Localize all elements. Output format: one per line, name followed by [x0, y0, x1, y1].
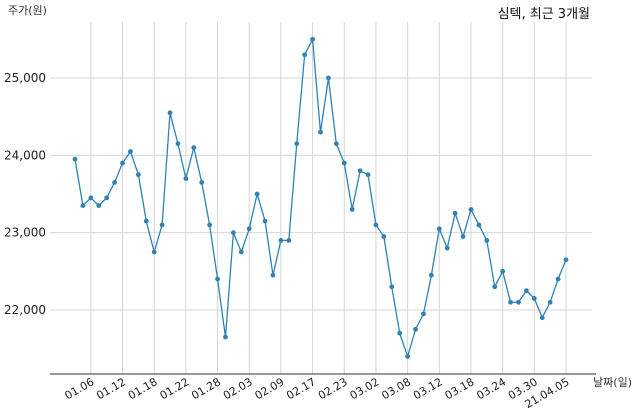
data-point	[531, 296, 537, 301]
data-point	[151, 249, 157, 255]
data-point	[405, 354, 411, 359]
data-point	[254, 191, 260, 197]
data-point	[80, 203, 86, 209]
data-point	[143, 218, 149, 224]
data-point	[468, 207, 474, 212]
data-point	[230, 230, 236, 236]
data-point	[452, 210, 458, 216]
horizontal-gridlines	[50, 77, 592, 311]
x-tick-label: 02.17	[284, 375, 318, 402]
x-tick-label: 03.18	[443, 375, 477, 402]
data-point	[223, 334, 228, 340]
data-point	[428, 272, 434, 278]
x-tick-label: 01.22	[158, 375, 192, 402]
data-point	[389, 284, 395, 290]
data-point	[286, 238, 292, 243]
x-tick-label: 02.09	[253, 375, 287, 402]
data-point	[199, 180, 205, 185]
x-tick-label: 03.02	[348, 375, 382, 402]
data-point	[120, 160, 125, 166]
x-tick-label: 01.18	[126, 375, 160, 402]
data-point	[436, 226, 442, 232]
y-tick-label: 23,000	[4, 226, 46, 240]
data-point	[492, 284, 498, 290]
data-point	[72, 156, 78, 162]
data-point	[500, 268, 506, 274]
data-point	[246, 226, 252, 232]
data-point	[476, 222, 482, 228]
x-tick-label: 01.06	[63, 375, 97, 402]
price-line	[74, 37, 567, 359]
data-point	[183, 176, 189, 181]
data-point	[365, 172, 371, 178]
data-point	[135, 172, 141, 178]
x-tick-label: 01.12	[94, 375, 128, 402]
x-tick-labels: 01.0601.1201.1801.2201.2802.0302.0902.17…	[63, 375, 572, 411]
x-tick-label: 03.12	[411, 375, 445, 402]
y-tick-label: 25,000	[4, 71, 46, 85]
y-axis-label: 주가(원)	[8, 4, 47, 17]
data-point	[516, 299, 521, 305]
data-point	[270, 272, 276, 278]
data-point	[112, 180, 117, 185]
data-point	[326, 75, 331, 81]
data-point	[167, 110, 173, 116]
x-tick-label: 02.03	[221, 375, 255, 402]
data-point	[539, 315, 545, 321]
data-point	[191, 145, 197, 151]
y-tick-label: 22,000	[4, 303, 46, 317]
data-point	[88, 195, 94, 201]
y-tick-label: 24,000	[4, 148, 46, 162]
data-point	[294, 141, 300, 147]
data-point	[175, 141, 181, 147]
x-tick-label: 03.08	[379, 375, 413, 402]
x-axis-label: 날짜(일)	[593, 375, 632, 389]
data-point	[104, 195, 110, 201]
data-point	[373, 222, 379, 228]
data-point	[444, 245, 450, 251]
chart-title: 심텍, 최근 3개월	[498, 7, 590, 22]
price-points	[72, 36, 569, 359]
x-tick-label: 01.28	[189, 375, 223, 402]
data-point	[215, 276, 220, 282]
data-point	[159, 222, 165, 228]
data-point	[357, 168, 363, 174]
data-point	[318, 129, 323, 135]
data-point	[547, 299, 553, 305]
y-tick-labels: 22,000 23,000 24,000 25,000	[4, 71, 46, 317]
data-point	[381, 234, 387, 239]
data-point	[207, 222, 213, 228]
data-point	[333, 141, 339, 147]
data-point	[310, 36, 315, 42]
data-point	[421, 311, 426, 317]
data-point	[238, 249, 244, 255]
data-point	[508, 299, 513, 305]
data-point	[278, 238, 284, 243]
data-point	[128, 149, 133, 154]
data-point	[563, 257, 569, 263]
data-point	[555, 276, 561, 282]
data-point	[484, 238, 490, 243]
data-point	[460, 234, 466, 239]
data-point	[413, 326, 418, 332]
x-tick-label: 03.24	[474, 375, 508, 402]
data-point	[349, 207, 355, 212]
data-point	[96, 203, 102, 209]
vertical-gridlines	[90, 22, 567, 374]
data-point	[341, 160, 347, 166]
data-point	[524, 288, 529, 294]
x-tick-label: 02.23	[316, 375, 350, 402]
data-point	[262, 218, 268, 224]
data-point	[397, 330, 403, 336]
data-point	[302, 52, 308, 58]
